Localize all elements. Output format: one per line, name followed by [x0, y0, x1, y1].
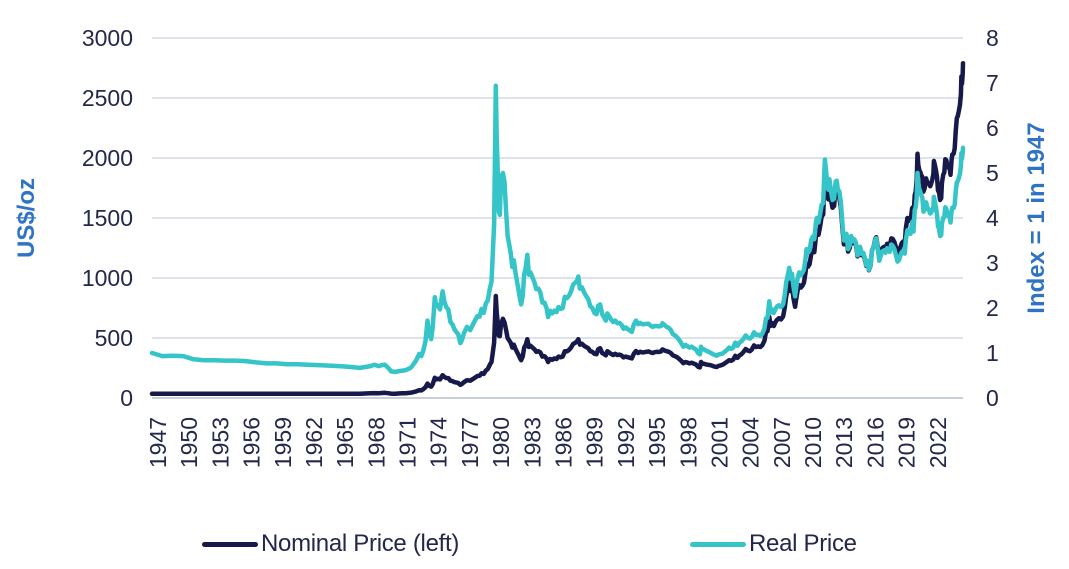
x-axis-tick-label: 2001: [707, 417, 733, 468]
x-axis-tick-label: 1995: [644, 417, 670, 468]
x-axis-tick-label: 1977: [457, 417, 483, 468]
right-axis-tick-label: 0: [986, 385, 999, 411]
x-axis-tick-label: 2007: [769, 417, 795, 468]
right-axis-tick-label: 4: [986, 205, 999, 231]
x-axis-tick-label: 1947: [145, 417, 171, 468]
x-axis-tick-label: 1989: [582, 417, 608, 468]
x-axis-tick-label: 2013: [831, 417, 857, 468]
x-axis-tick-label: 1956: [239, 417, 265, 468]
x-axis-tick-label: 2010: [800, 417, 826, 468]
right-axis-title: Index = 1 in 1947: [1023, 122, 1050, 313]
x-axis-tick-label: 1980: [488, 417, 514, 468]
x-axis-tick-label: 1965: [332, 417, 358, 468]
x-axis-tick-label: 2022: [925, 417, 951, 468]
series-line-nominal-price: [149, 60, 966, 397]
x-axis-tick-label: 2016: [862, 417, 888, 468]
left-axis-tick-label: 2500: [82, 85, 133, 111]
right-axis-tick-label: 2: [986, 295, 999, 321]
series-line-real-price: [149, 83, 966, 375]
right-axis-tick-label: 3: [986, 250, 999, 276]
x-axis-tick-label: 1998: [675, 417, 701, 468]
x-axis-tick-label: 1992: [613, 417, 639, 468]
x-axis-tick-label: 1950: [176, 417, 202, 468]
left-axis-tick-label: 2000: [82, 145, 133, 171]
x-axis-tick-label: 1968: [363, 417, 389, 468]
left-axis-tick-label: 0: [120, 385, 133, 411]
left-axis-tick-label: 1000: [82, 265, 133, 291]
legend-item-real-price: Real Price: [690, 530, 857, 557]
right-axis-tick-label: 1: [986, 340, 999, 366]
x-axis-tick-label: 1962: [301, 417, 327, 468]
left-axis-tick-label: 1500: [82, 205, 133, 231]
x-axis-tick-label: 2004: [738, 417, 764, 468]
legend-label-real-price: Real Price: [749, 530, 857, 557]
x-axis-tick-label: 1971: [395, 417, 421, 468]
right-axis-tick-label: 5: [986, 160, 999, 186]
x-axis-tick-label: 1959: [270, 417, 296, 468]
x-axis-tick-label: 1983: [519, 417, 545, 468]
left-axis-title: US$/oz: [13, 178, 40, 258]
x-axis-tick-label: 1953: [207, 417, 233, 468]
right-axis-tick-label: 7: [986, 70, 999, 96]
real-price-line-swatch: [690, 541, 746, 547]
x-axis-tick-label: 1974: [426, 417, 452, 468]
legend-item-nominal-price: Nominal Price (left): [202, 530, 460, 557]
left-axis-tick-label: 500: [95, 325, 133, 351]
x-axis-tick-label: 2019: [894, 417, 920, 468]
legend-label-nominal-price: Nominal Price (left): [261, 530, 460, 557]
right-axis-tick-label: 8: [986, 25, 999, 51]
left-axis-tick-label: 3000: [82, 25, 133, 51]
x-axis-tick-label: 1986: [551, 417, 577, 468]
nominal-price-line-swatch: [202, 541, 258, 547]
right-axis-tick-label: 6: [986, 115, 999, 141]
